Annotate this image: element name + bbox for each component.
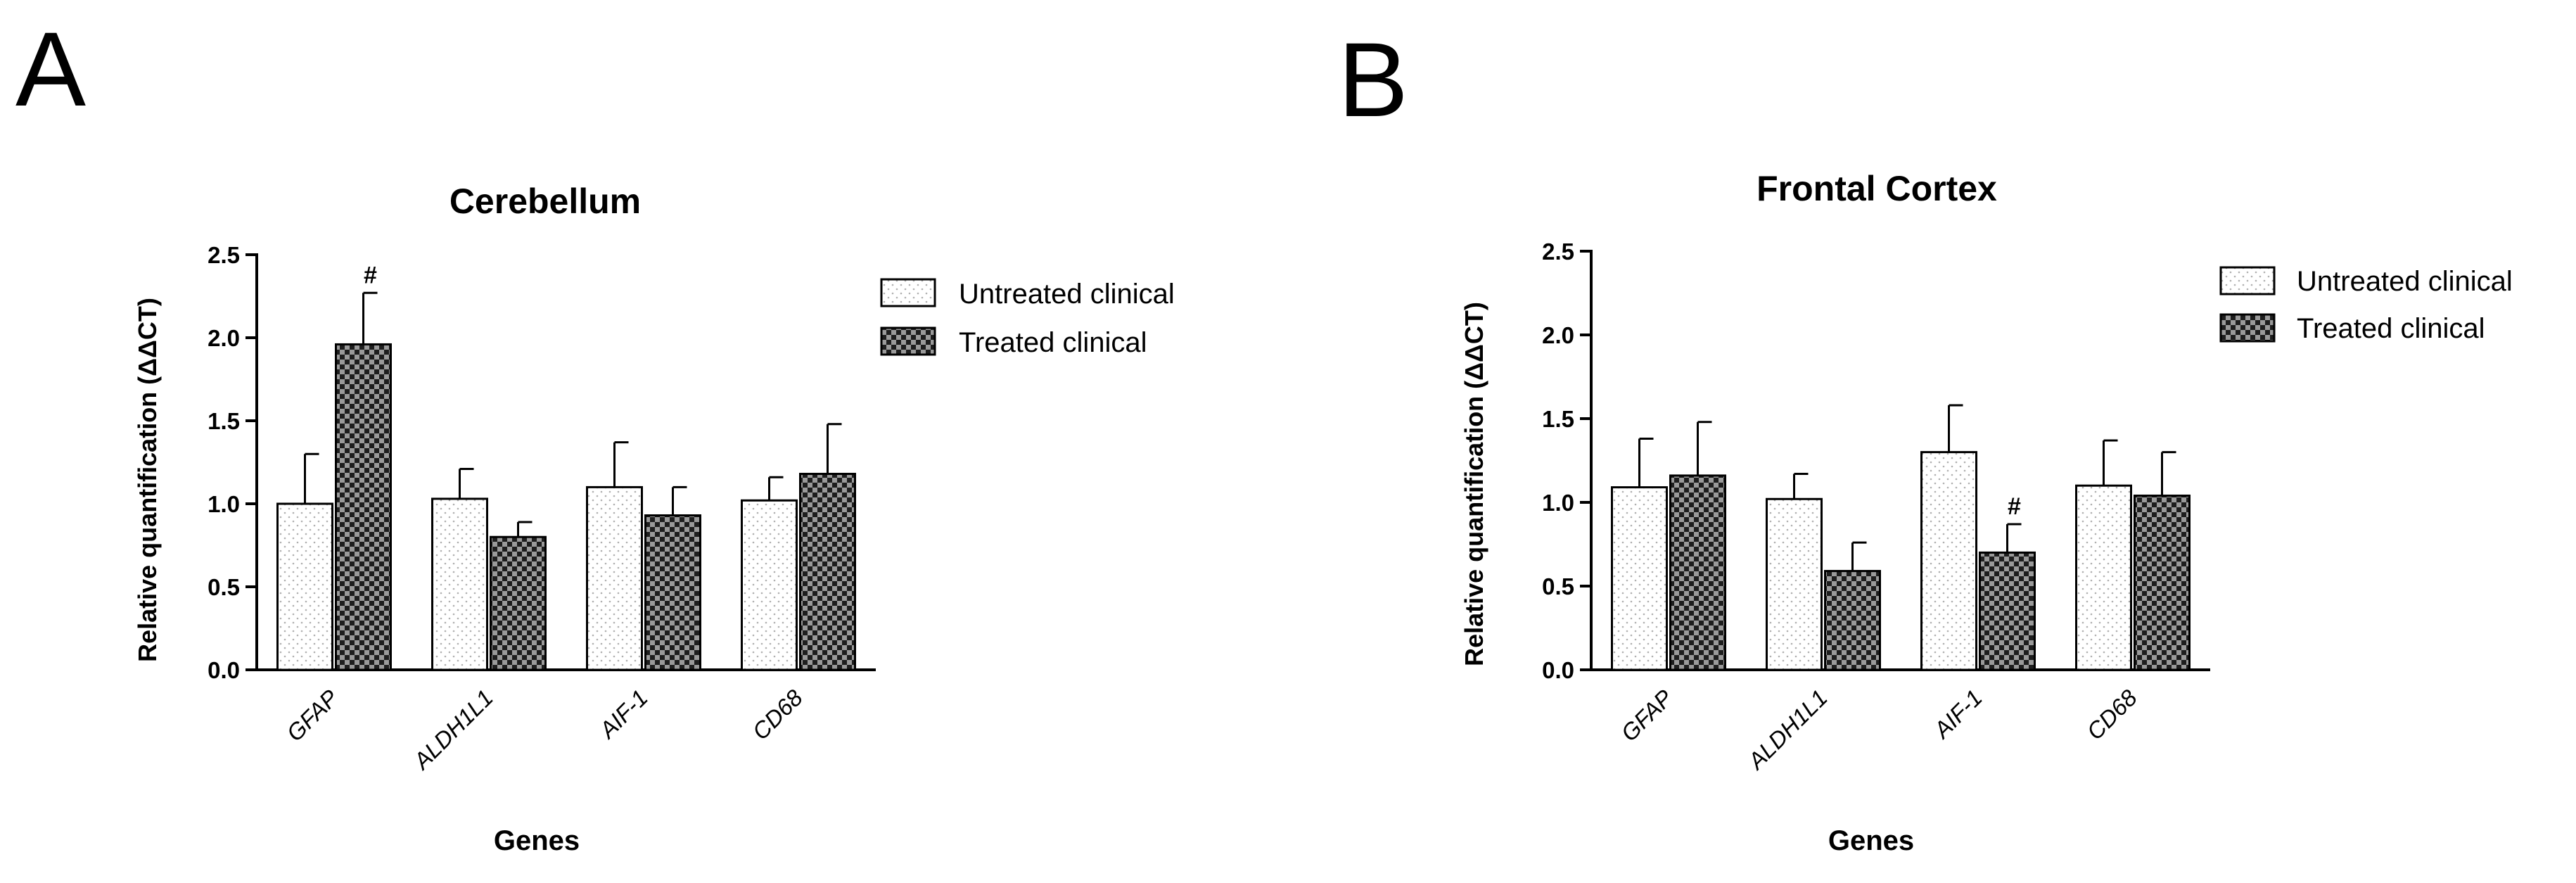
plot-area: 0.0 0.5 1.0 1.5 2.0 2.5 GFAP ALDH1L1 AIF-1 CD68 # [1542, 239, 2210, 775]
legend: Untreated clinical Treated clinical [880, 278, 1175, 358]
legend-swatch-untreated [2219, 266, 2276, 296]
legend: Untreated clinical Treated clinical [2219, 266, 2513, 344]
legend-label-treated: Treated clinical [959, 327, 1147, 358]
x-tick-label: AIF-1 [593, 685, 653, 744]
y-tick-label: 1.5 [1542, 406, 1574, 432]
x-tick-label: ALDH1L1 [1742, 685, 1832, 775]
x-axis-label: Genes [1828, 825, 1914, 856]
y-tick-label: 0.0 [208, 657, 240, 683]
y-tick-label: 2.5 [208, 242, 240, 268]
panel-label: B [1338, 20, 1408, 139]
legend-label-untreated: Untreated clinical [959, 279, 1175, 310]
legend-swatch-treated [880, 326, 936, 356]
bar [2134, 494, 2191, 671]
y-axis-label: Relative quantification (ΔΔCT) [1460, 302, 1488, 666]
bar [276, 502, 333, 671]
bar [1824, 570, 1881, 671]
x-tick-label: CD68 [2081, 684, 2142, 744]
legend-swatch-untreated [880, 278, 936, 307]
bar [335, 343, 392, 671]
legend-label-treated: Treated clinical [2297, 313, 2485, 344]
significance-mark: # [2008, 493, 2021, 520]
x-tick-label: GFAP [281, 685, 343, 747]
significance-mark: # [364, 262, 377, 288]
legend-label-untreated: Untreated clinical [2297, 266, 2513, 297]
bar [1766, 497, 1823, 671]
panel-b: B Frontal Cortex Relative quantification… [1338, 20, 2513, 856]
y-axis-label: Relative quantification (ΔΔCT) [133, 298, 162, 662]
y-tick-label: 2.0 [208, 325, 240, 351]
panel-a: A Cerebellum Relative quantification (ΔΔ… [15, 10, 1175, 856]
bar [490, 535, 547, 671]
bar [1979, 551, 2036, 671]
bar [644, 514, 701, 671]
bar [2075, 484, 2132, 671]
y-tick-label: 2.5 [1542, 239, 1574, 265]
legend-swatch-treated [2219, 313, 2276, 343]
y-tick-label: 0.5 [208, 574, 240, 600]
y-tick-label: 0.0 [1542, 657, 1574, 683]
plot-area: 0.0 0.5 1.0 1.5 2.0 2.5 GFAP ALDH1L1 AIF-1 CD68 # [208, 242, 876, 775]
x-tick-label: ALDH1L1 [407, 685, 498, 775]
bar [586, 485, 643, 671]
chart-title: Frontal Cortex [1756, 169, 1997, 208]
y-tick-label: 1.0 [208, 491, 240, 517]
y-tick-label: 1.0 [1542, 490, 1574, 516]
x-tick-label: GFAP [1616, 685, 1678, 747]
bar [799, 473, 856, 671]
y-tick-label: 2.0 [1542, 322, 1574, 348]
bar [1920, 451, 1977, 671]
x-tick-label: AIF-1 [1927, 685, 1987, 744]
bar [1669, 474, 1726, 671]
panel-label: A [15, 10, 86, 128]
x-tick-label: CD68 [747, 684, 808, 744]
bar [1611, 486, 1668, 671]
y-tick-label: 1.5 [208, 408, 240, 434]
bar [431, 497, 488, 671]
chart-title: Cerebellum [449, 182, 641, 221]
x-axis-label: Genes [494, 825, 580, 856]
bar [741, 499, 798, 671]
y-tick-label: 0.5 [1542, 573, 1574, 599]
